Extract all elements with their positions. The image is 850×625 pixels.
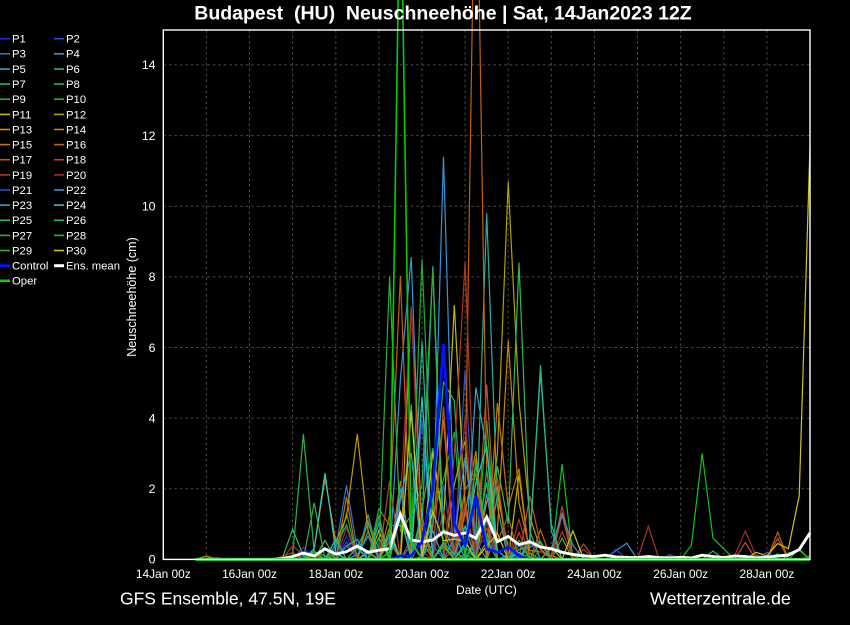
svg-text:0: 0 bbox=[149, 553, 156, 567]
svg-text:GFS Ensemble, 47.5N, 19E: GFS Ensemble, 47.5N, 19E bbox=[120, 589, 336, 609]
svg-text:P10: P10 bbox=[66, 94, 86, 106]
svg-text:Wetterzentrale.de: Wetterzentrale.de bbox=[650, 589, 791, 609]
svg-text:P21: P21 bbox=[12, 185, 32, 197]
svg-text:14Jan 00z: 14Jan 00z bbox=[136, 567, 191, 581]
svg-text:26Jan 00z: 26Jan 00z bbox=[653, 567, 708, 581]
svg-text:Oper: Oper bbox=[12, 276, 37, 288]
svg-text:20Jan 00z: 20Jan 00z bbox=[395, 567, 450, 581]
svg-text:P7: P7 bbox=[12, 79, 26, 91]
svg-text:P1: P1 bbox=[12, 34, 26, 46]
svg-text:P30: P30 bbox=[66, 245, 86, 257]
svg-text:P17: P17 bbox=[12, 155, 32, 167]
svg-text:Neuschneehöhe (cm): Neuschneehöhe (cm) bbox=[125, 237, 139, 357]
svg-text:P12: P12 bbox=[66, 109, 86, 121]
svg-text:16Jan 00z: 16Jan 00z bbox=[222, 567, 277, 581]
svg-text:2: 2 bbox=[149, 482, 156, 496]
svg-text:22Jan 00z: 22Jan 00z bbox=[481, 567, 536, 581]
svg-text:P25: P25 bbox=[12, 215, 32, 227]
svg-text:P13: P13 bbox=[12, 124, 32, 136]
svg-text:P16: P16 bbox=[66, 140, 86, 152]
svg-text:P18: P18 bbox=[66, 155, 86, 167]
svg-text:P27: P27 bbox=[12, 230, 32, 242]
svg-text:Budapest (HU) Neuschneehöhe: Budapest (HU) Neuschneehöhe | Sat, 14Jan… bbox=[194, 3, 692, 25]
svg-text:P11: P11 bbox=[12, 109, 31, 121]
svg-text:Date (UTC): Date (UTC) bbox=[456, 583, 517, 597]
svg-text:18Jan 00z: 18Jan 00z bbox=[308, 567, 363, 581]
svg-text:28Jan 00z: 28Jan 00z bbox=[739, 567, 794, 581]
svg-text:P26: P26 bbox=[66, 215, 86, 227]
svg-text:P15: P15 bbox=[12, 140, 32, 152]
svg-text:24Jan 00z: 24Jan 00z bbox=[567, 567, 622, 581]
svg-text:P5: P5 bbox=[12, 64, 26, 76]
svg-text:8: 8 bbox=[149, 270, 156, 284]
svg-text:4: 4 bbox=[149, 411, 156, 425]
svg-text:P2: P2 bbox=[66, 34, 80, 46]
svg-text:P24: P24 bbox=[66, 200, 86, 212]
svg-text:Control: Control bbox=[12, 261, 48, 273]
svg-text:12: 12 bbox=[142, 129, 156, 143]
svg-text:P9: P9 bbox=[12, 94, 26, 106]
svg-text:P20: P20 bbox=[66, 170, 86, 182]
svg-text:P29: P29 bbox=[12, 245, 32, 257]
svg-text:P8: P8 bbox=[66, 79, 80, 91]
svg-text:P22: P22 bbox=[66, 185, 86, 197]
svg-text:6: 6 bbox=[149, 341, 156, 355]
svg-text:10: 10 bbox=[142, 200, 156, 214]
svg-text:P28: P28 bbox=[66, 230, 86, 242]
svg-text:P3: P3 bbox=[12, 49, 26, 61]
svg-text:P6: P6 bbox=[66, 64, 80, 76]
svg-text:P19: P19 bbox=[12, 170, 32, 182]
svg-text:P4: P4 bbox=[66, 49, 80, 61]
svg-text:P14: P14 bbox=[66, 124, 86, 136]
svg-text:Ens. mean: Ens. mean bbox=[66, 261, 120, 273]
svg-text:P23: P23 bbox=[12, 200, 32, 212]
svg-text:14: 14 bbox=[142, 58, 156, 72]
